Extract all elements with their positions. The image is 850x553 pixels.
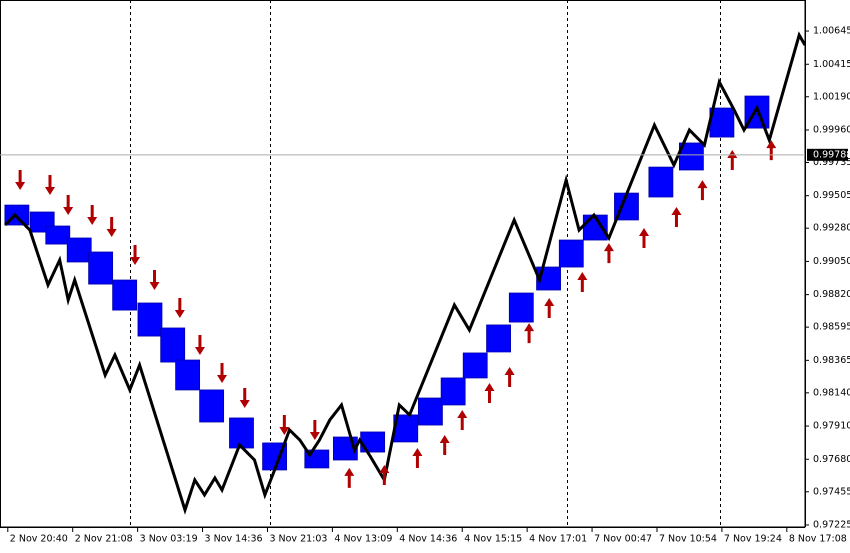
up-arrow [379,465,390,486]
renko-brick [508,292,534,323]
up-arrow [766,140,777,161]
bottom-axis-bg [0,528,850,553]
x-tick-label: 4 Nov 14:36 [399,534,457,545]
y-tick-label: 1.00190 [813,91,850,102]
down-arrow [44,174,55,195]
y-tick-label: 0.98365 [813,355,850,366]
up-arrow [484,383,495,404]
up-arrow [577,271,588,292]
x-tick-label: 3 Nov 21:03 [269,534,327,545]
y-tick-label: 0.98595 [813,322,850,333]
renko-brick [678,142,704,171]
renko-brick [175,359,201,391]
up-arrow [439,435,450,456]
x-tick-label: 3 Nov 03:19 [140,534,198,545]
renko-brick [486,324,511,353]
y-tick-label: 0.97910 [813,421,850,432]
down-arrow [106,216,117,237]
renko-brick [199,389,225,423]
down-arrow [217,363,228,384]
down-arrow [194,334,205,355]
y-tick-label: 0.99960 [813,124,850,135]
renko-brick [66,237,92,263]
right-axis-bg [806,0,850,553]
down-arrow [174,298,185,319]
x-tick-label: 4 Nov 17:01 [529,534,587,545]
up-arrow [524,323,535,344]
x-tick-label: 8 Nov 17:08 [789,534,847,545]
down-arrow [87,205,98,226]
y-tick-label: 1.00415 [813,59,850,70]
current-price-box [807,148,848,161]
renko-brick [45,225,71,245]
renko-brick [462,352,488,379]
renko-brick [648,166,674,198]
y-tick-label: 0.98140 [813,387,850,398]
x-tick-label: 3 Nov 14:36 [205,534,263,545]
renko-brick [418,397,443,426]
down-arrow [15,170,26,191]
renko-brick [160,327,186,363]
down-arrow [279,415,290,436]
x-tick-label: 2 Nov 21:08 [75,534,133,545]
up-arrow [544,297,555,318]
down-arrow [149,270,160,291]
x-tick-label: 7 Nov 19:24 [724,534,782,545]
up-arrow [412,448,423,469]
down-arrow [309,420,320,441]
down-arrow [130,245,141,266]
y-tick-label: 0.97455 [813,486,850,497]
up-arrow [639,228,649,249]
y-tick-label: 0.99050 [813,256,850,267]
y-tick-label: 0.99280 [813,223,850,234]
renko-brick [137,302,163,337]
x-tick-label: 4 Nov 15:15 [464,534,522,545]
up-arrow [671,206,682,227]
renko-brick [440,377,466,406]
y-tick-label: 0.98820 [813,289,850,300]
x-tick-label: 2 Nov 20:40 [10,534,68,545]
x-tick-label: 4 Nov 13:09 [334,534,392,545]
day-separators [130,0,721,527]
renko-brick [88,251,114,285]
x-tick-label: 7 Nov 10:54 [659,534,717,545]
y-tick-label: 0.99735 [813,157,850,168]
renko-brick [709,107,735,138]
up-arrow [603,243,614,264]
up-arrow [697,180,708,201]
up-arrow [504,366,515,387]
x-tick-label: 7 Nov 00:47 [594,534,652,545]
y-tick-label: 0.99505 [813,190,850,201]
up-arrow [457,410,468,431]
renko-brick [229,417,254,449]
renko-brick [558,239,584,268]
down-arrow [63,195,74,216]
current-price-label: 0.99788 [813,149,850,160]
renko-brick [112,279,138,311]
up-arrow [344,467,355,488]
y-tick-label: 1.00645 [813,26,850,37]
down-arrow [239,387,250,408]
y-tick-label: 0.97225 [813,519,850,530]
price-line [4,31,807,515]
y-tick-label: 0.97680 [813,454,850,465]
